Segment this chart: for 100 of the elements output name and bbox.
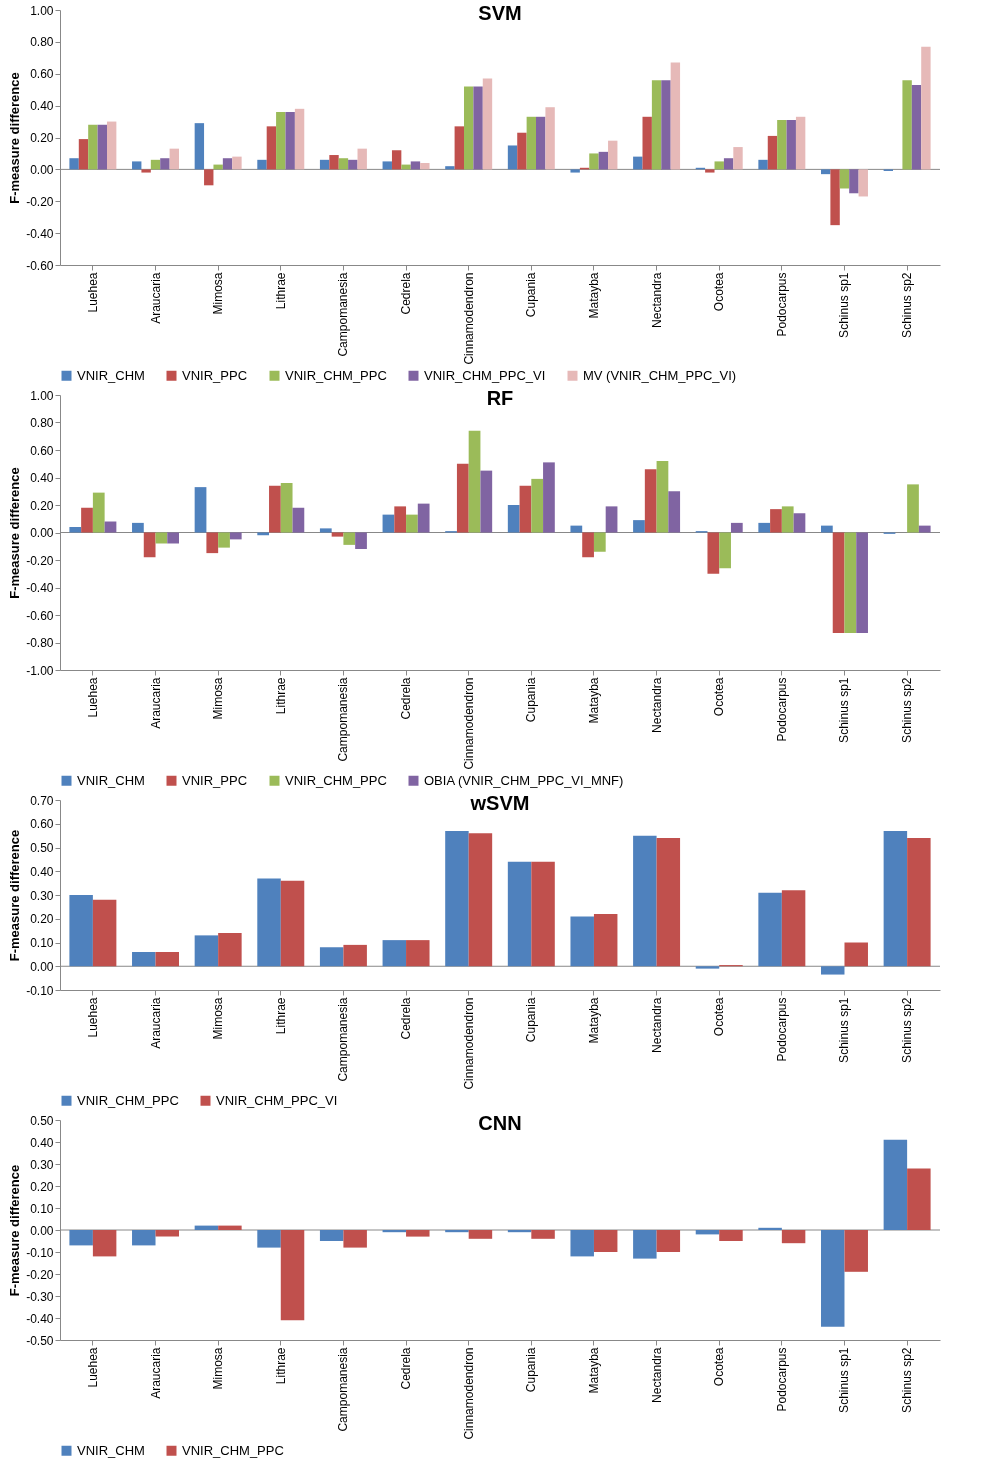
y-tick-label: 1.00: [30, 3, 54, 18]
bar: [633, 520, 645, 533]
x-tick-label: Araucaria: [148, 272, 163, 324]
bar: [280, 880, 305, 967]
bar: [844, 942, 868, 967]
y-tick-label: 0.60: [30, 443, 54, 458]
x-tick-label: Ocotea: [712, 677, 727, 717]
bar: [382, 514, 395, 533]
bar: [218, 933, 242, 967]
x-tick-label: Cupania: [524, 677, 539, 723]
bar: [821, 1230, 845, 1327]
x-tick-label: Schinus sp2: [900, 997, 915, 1063]
chart-title: CNN: [478, 1112, 522, 1134]
bar: [642, 116, 652, 170]
bar: [758, 522, 771, 533]
bar: [155, 1230, 179, 1237]
bar: [382, 161, 392, 170]
bar: [589, 153, 599, 170]
bar: [355, 532, 367, 549]
x-tick-label: Cupania: [524, 1347, 539, 1393]
x-tick-label: Luehea: [85, 1347, 100, 1388]
bar: [570, 1230, 594, 1257]
x-tick-label: Cinnamodendron: [461, 272, 476, 365]
bar: [707, 532, 720, 574]
x-tick-label: Campomanesia: [336, 677, 351, 762]
x-tick-label: Araucaria: [148, 677, 163, 729]
bar: [285, 112, 295, 170]
x-tick-label: Schinus sp2: [900, 677, 915, 743]
y-tick-label: 0.40: [30, 864, 54, 879]
bar: [849, 169, 859, 194]
bar: [343, 944, 367, 967]
bar: [593, 1230, 618, 1252]
bar: [391, 150, 402, 170]
y-tick-label: 0.60: [30, 67, 54, 82]
bar: [280, 483, 293, 533]
bar: [670, 62, 681, 170]
bar: [410, 161, 421, 170]
x-tick-label: Luehea: [85, 997, 100, 1038]
y-tick-label: 0.40: [30, 471, 54, 485]
bar: [329, 155, 339, 170]
bar: [605, 506, 618, 533]
x-tick-label: Matayba: [586, 677, 601, 724]
bar: [519, 485, 532, 533]
bar: [454, 126, 464, 170]
x-tick-label: Schinus sp1: [837, 1347, 852, 1413]
x-tick-label: Campomanesia: [336, 1347, 351, 1432]
y-tick-label: -1.00: [26, 663, 54, 678]
y-tick-label: -0.60: [26, 608, 54, 623]
bar: [695, 966, 720, 969]
bar: [445, 166, 455, 170]
bar: [348, 159, 358, 170]
x-tick-label: Lithrae: [273, 1347, 288, 1385]
x-tick-label: Araucaria: [148, 1347, 163, 1399]
bar: [714, 161, 724, 170]
y-tick-label: 0.70: [30, 793, 54, 808]
bar: [531, 861, 555, 967]
y-axis-title: F-measure difference: [7, 829, 23, 962]
y-tick-label: 0.50: [30, 1113, 54, 1128]
bar: [767, 135, 778, 170]
bar: [582, 532, 594, 558]
bar: [570, 169, 580, 173]
bar: [781, 890, 806, 967]
bar: [531, 1230, 555, 1239]
bar: [222, 158, 233, 170]
bar: [507, 861, 532, 967]
bar: [593, 532, 606, 552]
bar: [633, 835, 657, 967]
bar: [257, 159, 267, 170]
bar: [830, 169, 840, 226]
bar: [204, 169, 214, 186]
bar: [644, 469, 657, 533]
bar: [106, 121, 117, 170]
bar: [132, 1230, 156, 1246]
bar: [570, 525, 583, 533]
bar: [92, 1230, 117, 1257]
bar: [155, 952, 179, 967]
bar: [661, 80, 671, 170]
x-tick-label: Nectandra: [649, 677, 664, 733]
y-tick-label: 0.80: [30, 35, 54, 50]
bar: [169, 148, 179, 170]
x-tick-label: Schinus sp1: [837, 272, 852, 338]
x-tick-label: Nectandra: [649, 1347, 664, 1403]
y-tick-label: -0.10: [26, 1245, 54, 1260]
bar: [155, 532, 168, 544]
bar: [141, 169, 151, 173]
bar: [92, 899, 117, 967]
x-tick-label: Campomanesia: [336, 272, 351, 357]
bar: [132, 952, 156, 967]
y-tick-label: 0.00: [30, 526, 54, 540]
bar: [406, 1230, 430, 1237]
legend-label: VNIR_CHM_PPC: [182, 1442, 284, 1458]
bar: [194, 487, 207, 533]
bar: [97, 124, 107, 170]
bar: [456, 463, 469, 533]
x-tick-label: Podocarpus: [774, 1347, 789, 1412]
bar: [445, 1230, 469, 1233]
x-tick-label: Matayba: [586, 272, 601, 319]
bar: [206, 532, 219, 554]
bar: [338, 158, 349, 170]
bar: [468, 430, 481, 533]
